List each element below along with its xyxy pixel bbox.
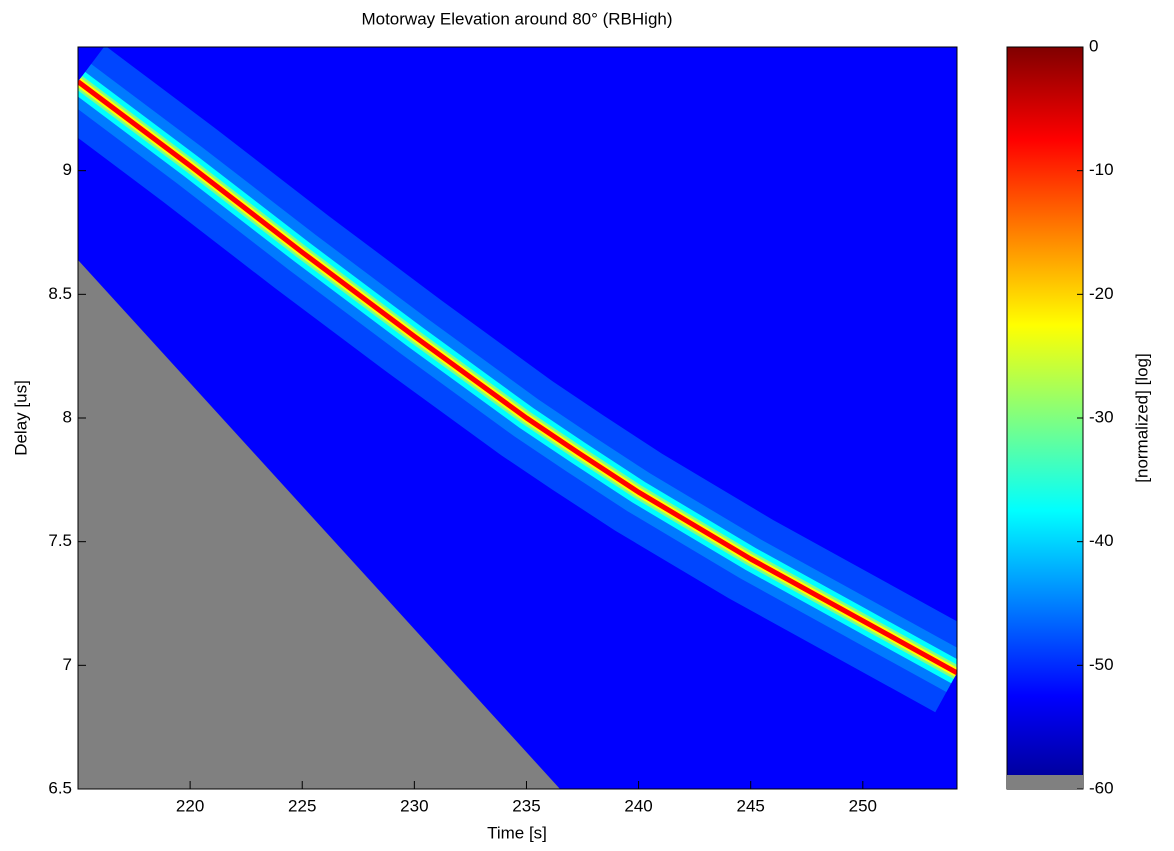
y-axis-label: Delay [us] [11, 380, 30, 456]
colorbar-tick-label: -60 [1089, 778, 1114, 797]
colorbar-tick-label: -10 [1089, 160, 1114, 179]
colorbar-tick-label: -40 [1089, 531, 1114, 550]
delay-ridge [78, 80, 957, 675]
x-tick-label: 230 [400, 796, 428, 815]
chart-title: Motorway Elevation around 80° (RBHigh) [361, 9, 672, 28]
y-tick-label: 8.5 [48, 284, 72, 303]
x-tick-label: 245 [737, 796, 765, 815]
y-tick-label: 8 [63, 407, 72, 426]
y-tick-label: 9 [63, 160, 72, 179]
colorbar-tick-label: -20 [1089, 284, 1114, 303]
colorbar-tick-label: 0 [1089, 36, 1098, 55]
colorbar [1006, 46, 1084, 790]
x-tick-label: 250 [849, 796, 877, 815]
colorbar-nan [1007, 775, 1083, 789]
colorbar-tick-label: -30 [1089, 407, 1114, 426]
colorbar-tick-label: -50 [1089, 655, 1114, 674]
x-axis-label: Time [s] [487, 823, 547, 842]
x-tick-label: 235 [512, 796, 540, 815]
colorbar-label: [normalized] [log] [1132, 353, 1151, 482]
x-tick-label: 240 [624, 796, 652, 815]
y-tick-label: 7.5 [48, 531, 72, 550]
x-tick-label: 225 [288, 796, 316, 815]
x-tick-label: 220 [176, 796, 204, 815]
y-tick-label: 7 [63, 655, 72, 674]
heatmap [78, 47, 957, 789]
y-tick-label: 6.5 [48, 778, 72, 797]
